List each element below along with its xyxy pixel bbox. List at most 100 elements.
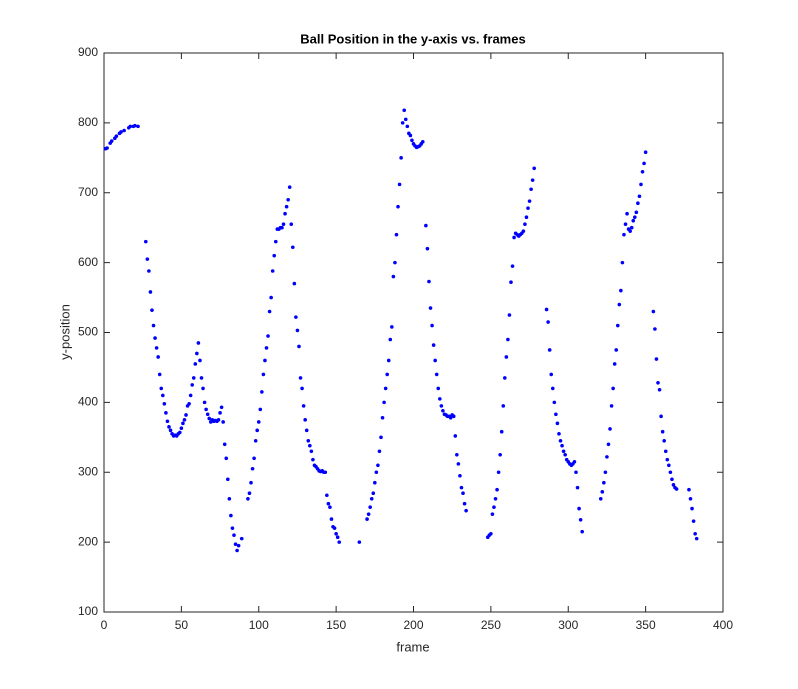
point xyxy=(151,323,156,328)
point xyxy=(609,404,614,408)
y-tick-label: 800 xyxy=(78,115,98,129)
point xyxy=(298,376,303,380)
point xyxy=(386,358,391,363)
point xyxy=(448,415,453,420)
point xyxy=(260,390,264,394)
point xyxy=(122,128,126,133)
point xyxy=(308,443,312,448)
point xyxy=(249,480,253,485)
point xyxy=(410,138,414,143)
point xyxy=(612,362,617,366)
point xyxy=(439,404,444,408)
point xyxy=(199,376,204,380)
point xyxy=(376,463,380,468)
x-tick-label: 150 xyxy=(326,618,346,632)
point xyxy=(642,161,646,166)
point xyxy=(193,362,198,366)
point xyxy=(451,414,456,419)
point xyxy=(165,419,170,424)
point xyxy=(182,418,187,422)
point xyxy=(195,351,199,356)
point xyxy=(608,427,612,431)
point xyxy=(512,235,516,240)
point xyxy=(660,429,665,434)
point xyxy=(663,449,668,454)
point xyxy=(105,146,109,150)
point xyxy=(294,315,298,319)
point xyxy=(311,457,315,462)
point xyxy=(434,372,439,377)
point xyxy=(235,548,239,553)
point xyxy=(674,487,679,491)
point xyxy=(164,411,168,415)
point xyxy=(284,204,289,209)
point xyxy=(119,130,123,134)
point xyxy=(506,337,510,342)
point xyxy=(611,386,615,391)
point xyxy=(253,439,258,443)
point xyxy=(501,404,506,408)
point xyxy=(300,386,304,391)
point xyxy=(490,512,495,516)
point xyxy=(403,117,408,122)
point xyxy=(430,323,434,328)
point xyxy=(560,443,564,448)
point xyxy=(156,355,160,359)
point xyxy=(309,449,314,454)
point xyxy=(258,407,263,412)
point xyxy=(550,386,555,391)
point xyxy=(509,280,513,284)
point xyxy=(328,505,332,509)
point xyxy=(572,459,577,464)
point xyxy=(400,121,405,125)
x-tick-label: 350 xyxy=(636,618,656,632)
point xyxy=(286,197,290,202)
point xyxy=(493,497,498,501)
point xyxy=(614,348,619,352)
point xyxy=(464,508,468,513)
point xyxy=(390,325,394,329)
point xyxy=(510,264,515,268)
point xyxy=(323,470,328,475)
point xyxy=(247,491,252,496)
x-tick-label: 250 xyxy=(481,618,501,632)
point xyxy=(145,257,150,261)
point xyxy=(667,463,671,468)
point xyxy=(575,485,580,490)
point xyxy=(292,281,297,286)
point xyxy=(546,320,550,324)
point xyxy=(420,139,425,144)
point xyxy=(287,185,292,189)
point xyxy=(264,346,269,350)
point xyxy=(178,430,182,435)
y-axis-label: y-position xyxy=(57,304,72,360)
point xyxy=(236,543,241,548)
point xyxy=(402,108,407,113)
point xyxy=(394,232,399,237)
point xyxy=(161,393,165,398)
point xyxy=(530,178,535,182)
point xyxy=(620,260,625,265)
point xyxy=(133,123,137,128)
point xyxy=(552,400,557,405)
point xyxy=(168,428,173,433)
point xyxy=(205,412,210,417)
point xyxy=(270,269,275,273)
point xyxy=(162,401,167,406)
point xyxy=(266,334,270,338)
point xyxy=(256,420,261,424)
point xyxy=(606,442,611,447)
point xyxy=(461,491,465,496)
point xyxy=(544,307,549,312)
y-tick-label: 100 xyxy=(78,604,98,618)
point xyxy=(335,535,340,540)
point xyxy=(252,456,256,461)
point xyxy=(283,211,287,216)
point xyxy=(427,279,431,284)
point xyxy=(153,336,157,340)
point xyxy=(622,232,626,237)
point xyxy=(114,134,119,138)
point xyxy=(659,414,663,419)
point xyxy=(504,355,509,359)
point xyxy=(334,531,338,536)
